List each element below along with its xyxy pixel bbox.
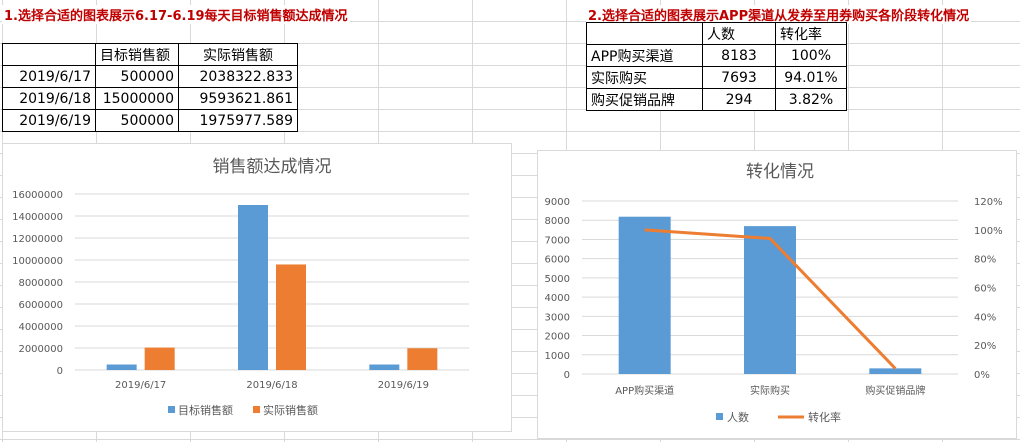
table-cell[interactable]: 2019/6/18 bbox=[2, 87, 96, 110]
y-tick-label: 6000000 bbox=[18, 300, 63, 311]
conversion-table: 人数 转化率 APP购买渠道 8183 100% 实际购买 7693 94.01… bbox=[586, 22, 847, 111]
y-tick-label: 16000000 bbox=[12, 190, 63, 201]
table-cell[interactable] bbox=[2, 43, 96, 66]
bar-人数-购买促销品牌 bbox=[869, 368, 922, 374]
bar-人数-实际购买 bbox=[744, 226, 796, 374]
legend-label: 转化率 bbox=[808, 410, 841, 424]
chart-title: 转化情况 bbox=[746, 162, 814, 182]
y-tick-label: 0 bbox=[57, 366, 63, 377]
table-cell[interactable]: 2038322.833 bbox=[178, 65, 298, 88]
y2-tick-label: 120% bbox=[974, 197, 1003, 208]
table-cell[interactable]: 购买促销品牌 bbox=[586, 88, 703, 111]
y-tick-label: 1000 bbox=[545, 351, 570, 362]
table-header-row: 人数 转化率 bbox=[586, 22, 847, 45]
table-cell[interactable]: 1975977.589 bbox=[178, 109, 298, 132]
x-tick-label: APP购买渠道 bbox=[615, 384, 674, 397]
x-tick-label: 2019/6/18 bbox=[246, 380, 297, 391]
x-tick-label: 实际购买 bbox=[750, 384, 790, 397]
table-cell[interactable]: 人数 bbox=[702, 22, 776, 45]
y-tick-label: 8000 bbox=[545, 216, 570, 227]
legend-label: 人数 bbox=[727, 411, 749, 424]
y-tick-label: 4000000 bbox=[18, 322, 63, 333]
table-cell[interactable]: APP购买渠道 bbox=[586, 44, 703, 67]
table-row: 2019/6/18 15000000 9593621.861 bbox=[2, 87, 298, 110]
y-tick-label: 6000 bbox=[545, 255, 570, 266]
legend-swatch bbox=[168, 406, 175, 413]
table-row: 2019/6/17 500000 2038322.833 bbox=[2, 65, 298, 88]
conversion-chart[interactable]: 转化情况 0 1000 2000 3000 4000 5000 6000 7000 8000 900… bbox=[537, 150, 1017, 439]
x-tick-label: 购买促销品牌 bbox=[865, 384, 925, 397]
table-row: 2019/6/19 500000 1975977.589 bbox=[2, 109, 298, 132]
y-tick-label: 12000000 bbox=[12, 234, 63, 245]
heading-task-1: 1.选择合适的图表展示6.17-6.19每天目标销售额达成情况 bbox=[2, 5, 350, 24]
table-cell[interactable]: 9593621.861 bbox=[178, 87, 298, 110]
y-tick-label: 8000000 bbox=[18, 278, 63, 289]
x-tick-label: 2019/6/19 bbox=[378, 380, 429, 391]
y2-tick-label: 20% bbox=[974, 341, 996, 352]
y2-tick-label: 80% bbox=[974, 255, 996, 266]
table-cell[interactable]: 294 bbox=[702, 88, 776, 111]
y2-tick-label: 60% bbox=[974, 284, 996, 295]
sales-table: 目标销售额 实际销售额 2019/6/17 500000 2038322.833… bbox=[2, 43, 298, 132]
y-tick-label: 9000 bbox=[545, 197, 570, 208]
table-cell[interactable]: 100% bbox=[775, 44, 847, 67]
line-转化率 bbox=[644, 228, 897, 370]
bar-实际销售额-2019/6/18 bbox=[276, 264, 306, 370]
table-cell[interactable]: 目标销售额 bbox=[95, 43, 179, 66]
table-cell[interactable]: 2019/6/19 bbox=[2, 109, 96, 132]
table-row: APP购买渠道 8183 100% bbox=[586, 44, 847, 67]
legend-swatch bbox=[716, 413, 723, 420]
table-cell[interactable]: 8183 bbox=[702, 44, 776, 67]
sales-chart[interactable]: 销售额达成情况 0 2000000 4000000 6000000 8000000 1000… bbox=[2, 143, 512, 432]
y-tick-label: 10000000 bbox=[12, 256, 63, 267]
y2-tick-label: 40% bbox=[974, 312, 996, 323]
x-tick-label: 2019/6/17 bbox=[115, 380, 166, 391]
y-tick-label: 2000000 bbox=[18, 344, 63, 355]
y-tick-label: 5000 bbox=[545, 274, 570, 285]
y2-tick-label: 100% bbox=[974, 226, 1003, 237]
bar-目标销售额-2019/6/17 bbox=[106, 364, 137, 370]
legend-swatch bbox=[253, 406, 260, 413]
table-cell[interactable]: 500000 bbox=[95, 109, 179, 132]
table-cell[interactable]: 实际销售额 bbox=[178, 43, 298, 66]
chart-title: 销售额达成情况 bbox=[213, 157, 332, 177]
table-cell[interactable]: 500000 bbox=[95, 65, 179, 88]
legend-label: 目标销售额 bbox=[178, 403, 233, 417]
table-cell[interactable]: 转化率 bbox=[775, 22, 847, 45]
table-header-row: 目标销售额 实际销售额 bbox=[2, 43, 298, 66]
bar-实际销售额-2019/6/19 bbox=[407, 348, 438, 370]
bar-目标销售额-2019/6/19 bbox=[369, 364, 400, 370]
table-cell[interactable]: 3.82% bbox=[775, 88, 847, 111]
table-cell[interactable]: 实际购买 bbox=[586, 66, 703, 89]
y-tick-label: 0 bbox=[564, 370, 570, 381]
table-cell[interactable]: 2019/6/17 bbox=[2, 65, 96, 88]
sales-chart-svg: 销售额达成情况 0 2000000 4000000 6000000 8000000 1000… bbox=[12, 157, 469, 417]
bar-实际销售额-2019/6/17 bbox=[144, 347, 175, 370]
y2-tick-label: 0% bbox=[974, 370, 990, 381]
heading-task-2: 2.选择合适的图表展示APP渠道从发券至用券购买各阶段转化情况 bbox=[586, 5, 972, 24]
table-row: 购买促销品牌 294 3.82% bbox=[586, 88, 847, 111]
y-tick-label: 2000 bbox=[545, 332, 570, 343]
legend-label: 实际销售额 bbox=[263, 403, 318, 417]
table-cell[interactable]: 7693 bbox=[702, 66, 776, 89]
y-tick-label: 3000 bbox=[545, 312, 570, 323]
y-tick-label: 14000000 bbox=[12, 212, 63, 223]
bar-目标销售额-2019/6/18 bbox=[238, 205, 268, 370]
y-tick-label: 7000 bbox=[545, 235, 570, 246]
table-cell[interactable]: 94.01% bbox=[775, 66, 847, 89]
table-cell[interactable]: 15000000 bbox=[95, 87, 179, 110]
table-row: 实际购买 7693 94.01% bbox=[586, 66, 847, 89]
conversion-chart-svg: 转化情况 0 1000 2000 3000 4000 5000 6000 7000 8000 900… bbox=[545, 162, 1003, 424]
y-tick-label: 4000 bbox=[545, 293, 570, 304]
table-cell[interactable] bbox=[586, 22, 703, 45]
bar-人数-APP购买渠道 bbox=[618, 216, 671, 374]
